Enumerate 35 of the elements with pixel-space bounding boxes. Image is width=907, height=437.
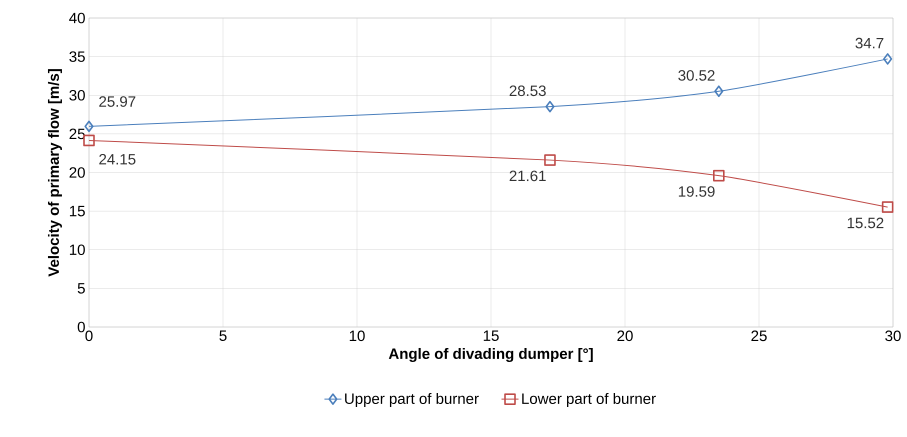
point [883,53,892,65]
x-tick-label: 10 [350,330,365,342]
y-tick-label: 35 [69,51,85,62]
y-tick-label: 20 [70,167,85,178]
point [714,85,724,98]
x-tick-label: 20 [617,330,633,342]
legend-label: Lower part of burner [522,392,656,407]
y-tick-label: 30 [69,90,85,101]
x-tick-label: 15 [484,330,499,341]
data-label: 21.61 [510,170,546,182]
x-tick-label: 25 [751,330,767,342]
x-tick-label: 5 [219,330,227,341]
y-tick-label: 10 [70,244,85,256]
point [83,134,95,146]
data-label: 24.15 [99,154,136,165]
data-label: 34.7 [856,38,884,48]
y-tick-label: 15 [70,206,85,216]
x-axis-title: Angle of divading dumper [°] [388,348,593,362]
data-label: 28.53 [510,85,546,96]
legend-label: Upper part of burner [345,392,479,407]
data-label: 30.52 [678,70,715,81]
y-tick-label: 5 [78,283,85,294]
point [544,154,556,166]
point [882,201,894,213]
x-tick-label: 0 [85,330,93,342]
data-label: 19.59 [678,186,715,197]
point [84,120,94,132]
y-tick-label: 0 [78,322,85,332]
point [713,170,725,182]
y-tick-label: 40 [69,12,85,24]
y-axis-title: Velocity of primary flow [m/s] [48,69,62,277]
point [545,100,555,112]
x-tick-label: 30 [885,330,901,342]
data-label: 25.97 [99,96,136,107]
data-label: 15.52 [848,218,884,228]
